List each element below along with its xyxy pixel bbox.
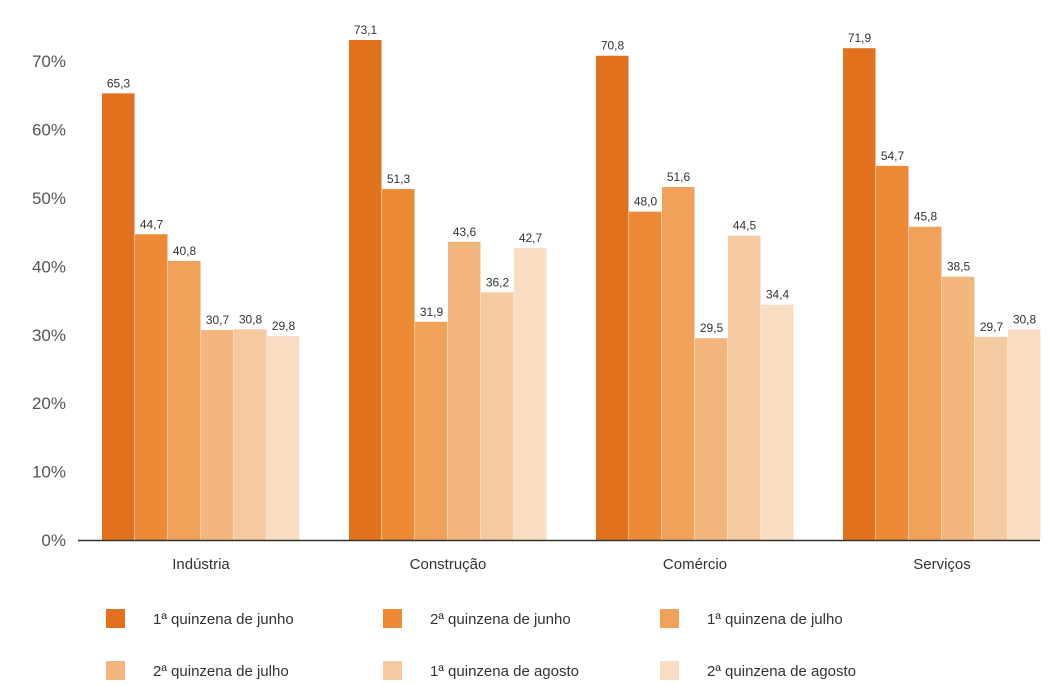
legend-swatch (383, 661, 402, 680)
x-axis-labels: Indústria Construção Comércio Serviços (172, 556, 971, 573)
bar (942, 276, 975, 540)
bar (168, 260, 201, 540)
y-tick-label: 70% (32, 52, 66, 71)
data-label: 30,8 (1013, 312, 1037, 326)
bar (876, 165, 909, 541)
bar (135, 234, 168, 540)
data-label: 40,8 (173, 244, 197, 258)
legend-swatch (660, 609, 679, 628)
bar (481, 292, 514, 540)
bar (662, 187, 695, 540)
data-label: 29,5 (700, 321, 724, 335)
data-label: 38,5 (947, 260, 971, 274)
y-tick-label: 40% (32, 257, 66, 276)
bar (201, 330, 234, 540)
y-tick-label: 10% (32, 463, 66, 482)
y-tick-label: 50% (32, 189, 66, 208)
data-label: 30,7 (206, 313, 230, 327)
bar (102, 93, 135, 541)
bar (1008, 329, 1041, 540)
legend-label: 2ª quinzena de agosto (707, 663, 856, 680)
data-label: 42,7 (519, 231, 543, 245)
data-label: 31,9 (420, 305, 444, 319)
category-label: Construção (410, 556, 487, 573)
legend: 1ª quinzena de junho 2ª quinzena de junho… (106, 609, 856, 680)
bars-group (102, 39, 1041, 541)
data-label: 43,6 (453, 225, 477, 239)
y-tick-label: 60% (32, 121, 66, 140)
bar (909, 226, 942, 540)
data-label: 36,2 (486, 275, 510, 289)
legend-swatch (106, 661, 125, 680)
data-label: 45,8 (914, 210, 938, 224)
bar (514, 247, 547, 540)
bar (975, 336, 1008, 540)
category-label: Comércio (663, 556, 727, 573)
bar (596, 55, 629, 541)
legend-swatch (383, 609, 402, 628)
legend-label: 1ª quinzena de agosto (430, 663, 579, 680)
data-label: 51,3 (387, 172, 411, 186)
bar (448, 241, 481, 540)
data-label: 29,8 (272, 319, 296, 333)
data-label: 44,7 (140, 217, 164, 231)
legend-label: 2ª quinzena de julho (153, 663, 289, 680)
bar (629, 211, 662, 540)
bar (843, 48, 876, 540)
data-label: 48,0 (634, 195, 658, 209)
legend-label: 1ª quinzena de junho (153, 611, 294, 628)
data-label: 65,3 (107, 76, 131, 90)
bar (349, 39, 382, 540)
bar (728, 235, 761, 540)
y-tick-label: 0% (41, 531, 66, 550)
legend-label: 1ª quinzena de julho (707, 611, 843, 628)
data-label: 44,5 (733, 219, 757, 233)
data-label: 71,9 (848, 31, 872, 45)
category-label: Serviços (913, 556, 971, 573)
bar (695, 338, 728, 540)
bar (234, 329, 267, 540)
y-axis-ticks: 0% 10% 20% 30% 40% 50% 60% 70% (32, 52, 66, 550)
bar (761, 304, 794, 540)
y-tick-label: 20% (32, 394, 66, 413)
category-label: Indústria (172, 556, 230, 573)
y-tick-label: 30% (32, 326, 66, 345)
data-label: 30,8 (239, 312, 263, 326)
data-label: 54,7 (881, 149, 905, 163)
data-label: 70,8 (601, 39, 625, 53)
legend-swatch (660, 661, 679, 680)
data-label: 29,7 (980, 320, 1004, 334)
legend-label: 2ª quinzena de junho (430, 611, 571, 628)
bar (267, 336, 300, 540)
legend-swatch (106, 609, 125, 628)
data-label: 73,1 (354, 23, 378, 37)
data-labels-group: 65,3 44,7 40,8 30,7 30,8 29,8 73,1 51,3 31,9 43,6… (107, 23, 1037, 335)
bar (382, 189, 415, 540)
data-label: 51,6 (667, 170, 691, 184)
data-label: 34,4 (766, 288, 790, 302)
bar (415, 321, 448, 540)
